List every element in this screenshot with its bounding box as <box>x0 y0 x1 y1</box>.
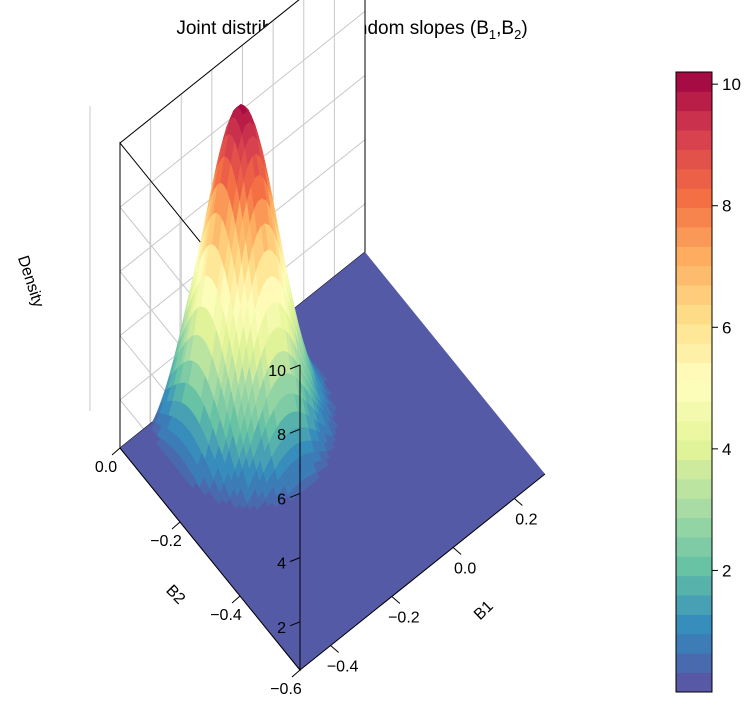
x-tick-label: 0.2 <box>515 512 537 529</box>
colorbar-band <box>676 227 712 247</box>
colorbar-band <box>676 537 712 557</box>
y-tick <box>111 447 121 456</box>
surface-facet <box>264 493 273 507</box>
colorbar-band <box>676 149 712 170</box>
x-tick <box>514 498 523 506</box>
z-tick <box>289 428 301 434</box>
y-axis-label: B2 <box>162 582 188 608</box>
colorbar-band <box>676 110 712 131</box>
chart-title-sub2: 2 <box>514 27 521 42</box>
colorbar-band <box>676 265 712 286</box>
colorbar-band <box>676 401 712 422</box>
colorbar-band <box>676 556 712 577</box>
chart-title-sep: ,B <box>496 18 514 39</box>
floor-layer <box>120 252 545 670</box>
surface-layer <box>151 103 339 510</box>
y-tick <box>231 595 241 604</box>
z-tick <box>289 364 301 370</box>
colorbar-band <box>676 517 712 538</box>
colorbar-band <box>676 323 712 344</box>
surface-facet <box>271 496 280 508</box>
colorbar-band <box>676 130 712 150</box>
colorbar-band <box>676 498 712 519</box>
y-tick-label: −0.2 <box>150 533 182 550</box>
x-tick-label: −0.4 <box>327 659 359 676</box>
z-tick <box>289 492 301 498</box>
surface-facet <box>232 496 241 509</box>
colorbar-band <box>676 207 712 228</box>
colorbar-border <box>675 71 713 693</box>
colorbar-band <box>676 575 712 596</box>
surface-facet <box>287 490 296 502</box>
colorbar-band <box>676 478 712 499</box>
surface-facet <box>246 496 255 510</box>
surface-facet <box>189 476 197 489</box>
colorbar-band <box>676 420 712 441</box>
surface-floor <box>120 252 545 670</box>
colorbar-band <box>676 595 712 615</box>
colorbar-band <box>676 672 712 693</box>
colorbar-band <box>676 188 712 209</box>
z-tick-label: 2 <box>277 620 286 637</box>
colorbar-band <box>676 362 712 383</box>
y-axis-line <box>119 447 301 671</box>
axes-layer: 2 4 6 8 10 −0.6 −0.4 −0.2 0.0 −0.4 −0.2 0.0 0.2 <box>95 363 546 698</box>
colorbar-band <box>676 343 712 364</box>
y-tick-label: 0.0 <box>95 459 117 476</box>
chart-title-sub1: 1 <box>489 27 496 42</box>
colorbar-band <box>676 614 712 635</box>
surface-facet <box>215 492 224 504</box>
colorbar-band <box>676 459 712 480</box>
surface-facet <box>202 483 211 496</box>
colorbar-tick-label: 10 <box>722 75 741 94</box>
x-tick <box>452 547 462 555</box>
colorbar-tick-label: 8 <box>722 197 731 216</box>
colorbar-band <box>676 633 712 654</box>
z-tick-label: 4 <box>277 556 286 573</box>
x-axis-label: B1 <box>471 598 497 624</box>
colorbar: 2 4 6 8 10 <box>675 71 741 693</box>
colorbar-band <box>676 304 712 325</box>
colorbar-band <box>676 168 712 189</box>
colorbar-band <box>676 285 712 305</box>
z-tick-label: 8 <box>277 427 286 444</box>
y-tick <box>291 669 301 678</box>
y-tick-label: −0.4 <box>210 607 242 624</box>
surface-facet <box>253 497 262 510</box>
x-tick-label: −0.2 <box>388 610 420 627</box>
z-tick-label: 6 <box>277 491 286 508</box>
colorbar-band <box>676 382 712 402</box>
colorbar-band <box>676 91 712 112</box>
x-tick <box>330 645 339 653</box>
colorbar-tick-label: 2 <box>722 561 731 580</box>
surface-facet <box>222 490 231 505</box>
colorbar-band <box>676 653 712 674</box>
z-axis-label: Density <box>14 254 47 310</box>
z-tick <box>289 557 301 563</box>
surface-facet <box>239 496 248 509</box>
y-tick <box>171 521 181 530</box>
colorbar-band <box>676 440 712 460</box>
x-tick-label: 0.0 <box>454 561 476 578</box>
z-tick <box>289 621 301 627</box>
x-tick <box>391 596 401 604</box>
colorbar-band <box>676 72 712 92</box>
chart-title-close: ) <box>521 18 527 39</box>
z-tick-label: 10 <box>268 363 286 380</box>
x-axis-line <box>299 473 546 671</box>
colorbar-band <box>676 246 712 267</box>
colorbar-tick-label: 4 <box>722 440 731 459</box>
colorbar-tick-label: 6 <box>722 318 731 337</box>
y-tick-label: −0.6 <box>270 681 302 698</box>
